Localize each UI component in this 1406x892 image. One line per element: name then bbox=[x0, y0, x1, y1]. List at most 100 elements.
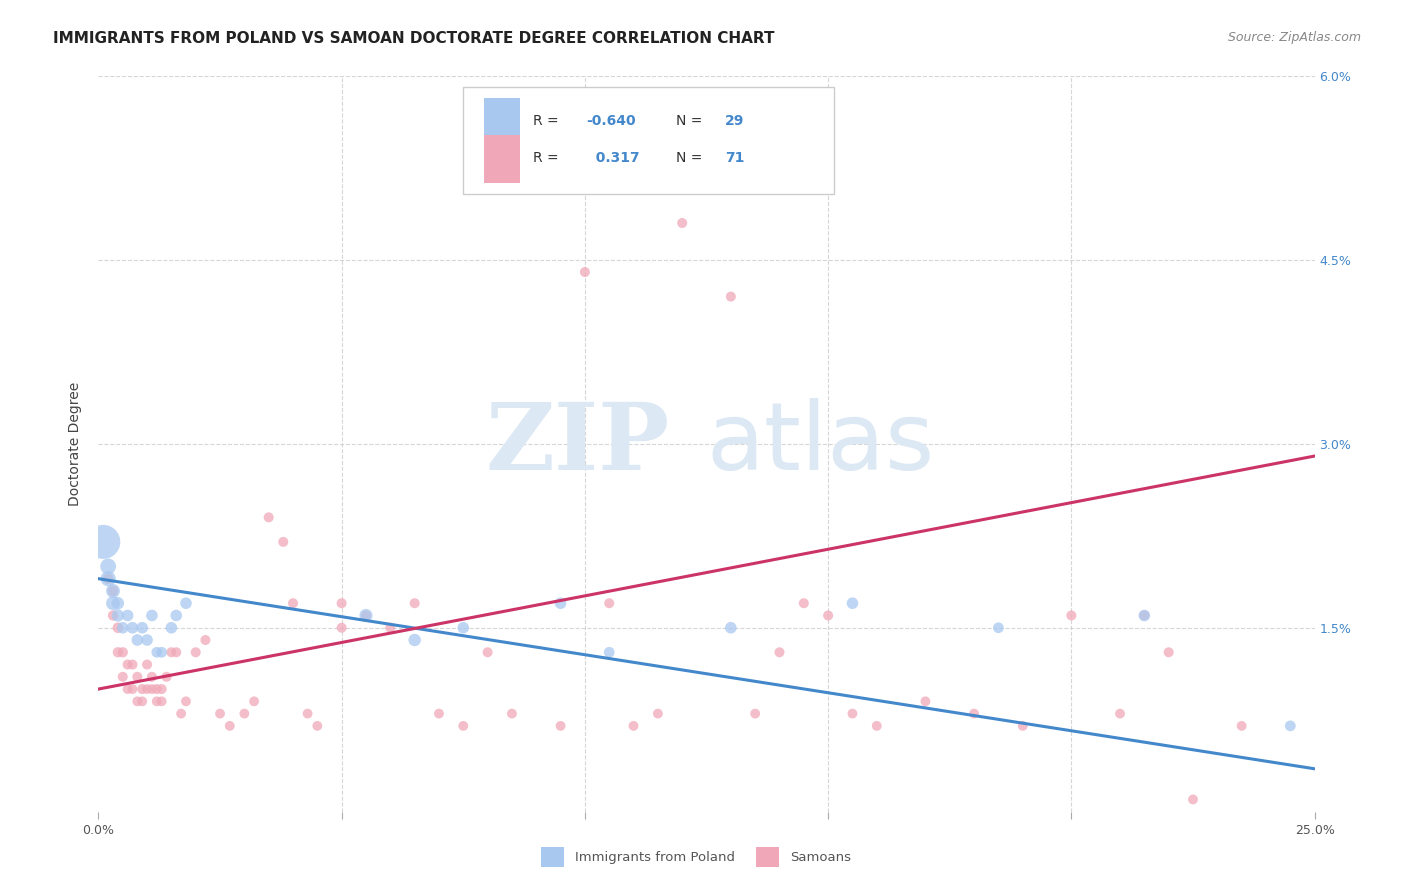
Point bbox=[623, 719, 645, 733]
Point bbox=[141, 681, 163, 696]
Point bbox=[194, 633, 217, 648]
Point bbox=[1133, 608, 1156, 623]
Point bbox=[817, 608, 839, 623]
Point bbox=[271, 534, 294, 549]
Point bbox=[165, 645, 187, 659]
Point bbox=[218, 719, 240, 733]
Text: -0.640: -0.640 bbox=[586, 114, 636, 128]
Point bbox=[136, 657, 159, 672]
Point bbox=[297, 706, 319, 721]
Point bbox=[121, 621, 143, 635]
Point bbox=[121, 657, 143, 672]
Point bbox=[1060, 608, 1083, 623]
Y-axis label: Doctorate Degree: Doctorate Degree bbox=[69, 382, 83, 506]
Point bbox=[146, 694, 169, 708]
Point bbox=[127, 670, 149, 684]
Point bbox=[127, 694, 149, 708]
Point bbox=[146, 681, 169, 696]
Point bbox=[136, 633, 159, 648]
Point bbox=[963, 706, 986, 721]
Point bbox=[427, 706, 450, 721]
Point bbox=[141, 670, 163, 684]
Point bbox=[647, 706, 669, 721]
Point bbox=[170, 706, 193, 721]
Point bbox=[768, 645, 790, 659]
Point bbox=[111, 645, 134, 659]
Point bbox=[501, 706, 523, 721]
Point bbox=[174, 596, 197, 610]
Point bbox=[97, 559, 120, 574]
Point bbox=[793, 596, 815, 610]
Point bbox=[404, 633, 426, 648]
Point bbox=[107, 608, 129, 623]
Point bbox=[111, 621, 134, 635]
Point bbox=[1109, 706, 1132, 721]
Text: 29: 29 bbox=[724, 114, 744, 128]
Point bbox=[127, 633, 149, 648]
Point bbox=[1230, 719, 1253, 733]
Point bbox=[330, 596, 353, 610]
Point bbox=[524, 179, 547, 194]
Point bbox=[117, 608, 139, 623]
FancyBboxPatch shape bbox=[464, 87, 834, 194]
Text: Source: ZipAtlas.com: Source: ZipAtlas.com bbox=[1227, 31, 1361, 45]
Point bbox=[281, 596, 304, 610]
Point bbox=[477, 645, 499, 659]
Point bbox=[111, 670, 134, 684]
Point bbox=[243, 694, 266, 708]
Point bbox=[91, 534, 114, 549]
Point bbox=[720, 621, 742, 635]
Point bbox=[150, 645, 173, 659]
Text: 71: 71 bbox=[724, 152, 744, 165]
Point bbox=[101, 596, 124, 610]
Point bbox=[233, 706, 256, 721]
Point bbox=[1011, 719, 1033, 733]
Point bbox=[101, 584, 124, 599]
Point bbox=[453, 719, 475, 733]
Point bbox=[117, 657, 139, 672]
Point bbox=[744, 706, 766, 721]
Text: N =: N = bbox=[676, 114, 707, 128]
Point bbox=[404, 596, 426, 610]
Point bbox=[354, 608, 377, 623]
Text: ZIP: ZIP bbox=[486, 399, 671, 489]
Point bbox=[184, 645, 207, 659]
Point bbox=[453, 621, 475, 635]
FancyBboxPatch shape bbox=[484, 98, 520, 145]
Point bbox=[97, 572, 120, 586]
Point bbox=[97, 572, 120, 586]
Text: atlas: atlas bbox=[707, 398, 935, 490]
Point bbox=[107, 596, 129, 610]
Point bbox=[160, 645, 183, 659]
Point bbox=[841, 596, 863, 610]
FancyBboxPatch shape bbox=[484, 135, 520, 183]
Point bbox=[131, 694, 153, 708]
Point bbox=[598, 645, 620, 659]
Point bbox=[146, 645, 169, 659]
Point bbox=[720, 289, 742, 303]
Point bbox=[136, 681, 159, 696]
Point bbox=[131, 621, 153, 635]
Point bbox=[354, 608, 377, 623]
Point bbox=[101, 608, 124, 623]
Point bbox=[866, 719, 889, 733]
Point bbox=[380, 621, 402, 635]
Text: Samoans: Samoans bbox=[790, 851, 851, 863]
Point bbox=[1279, 719, 1302, 733]
Point bbox=[671, 216, 693, 230]
Point bbox=[209, 706, 232, 721]
Point bbox=[598, 596, 620, 610]
Point bbox=[574, 265, 596, 279]
Point bbox=[107, 645, 129, 659]
Point bbox=[160, 621, 183, 635]
Text: 0.317: 0.317 bbox=[586, 152, 640, 165]
Point bbox=[150, 694, 173, 708]
Point bbox=[330, 621, 353, 635]
Point bbox=[550, 719, 572, 733]
Point bbox=[1133, 608, 1156, 623]
Point bbox=[307, 719, 329, 733]
Text: Immigrants from Poland: Immigrants from Poland bbox=[575, 851, 735, 863]
Point bbox=[165, 608, 187, 623]
Point bbox=[914, 694, 936, 708]
Point bbox=[1157, 645, 1180, 659]
